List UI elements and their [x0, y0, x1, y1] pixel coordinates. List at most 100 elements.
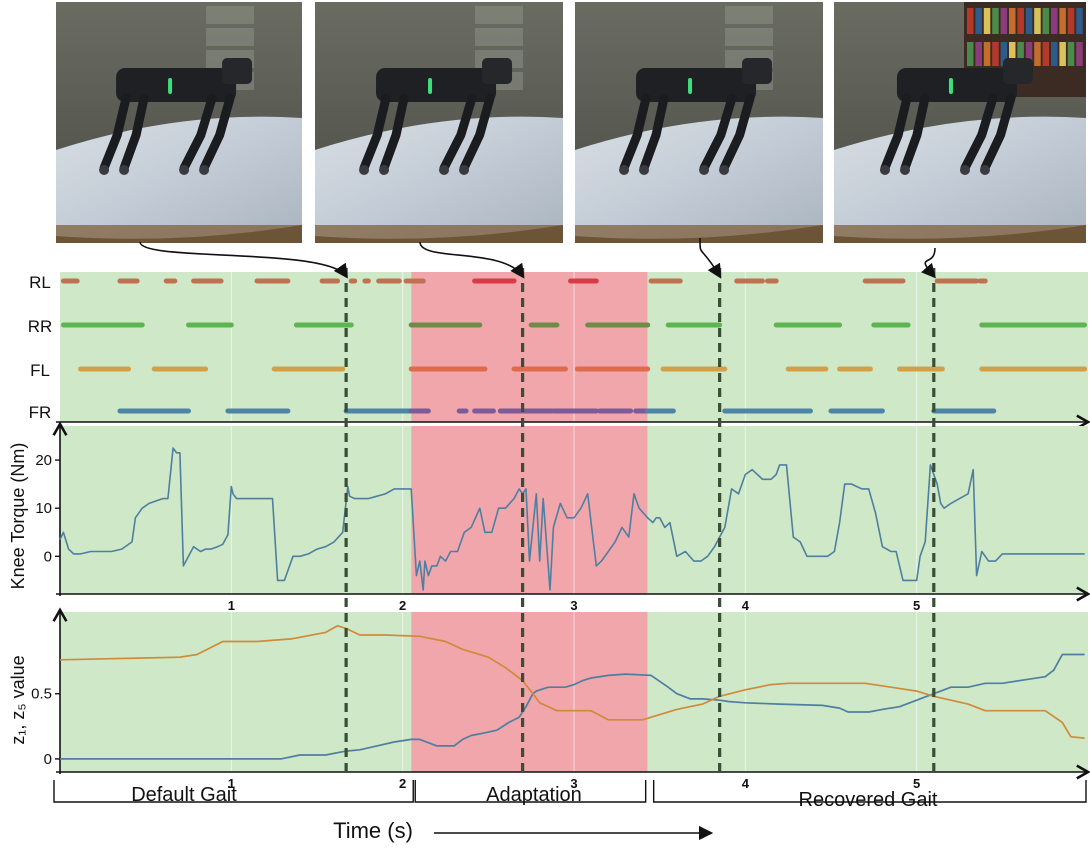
- robot-head: [742, 58, 773, 84]
- robot-foot: [879, 165, 890, 175]
- status-led: [948, 78, 953, 94]
- robot-head: [482, 58, 513, 84]
- adaptation-label: Adaptation: [486, 784, 582, 806]
- robot-leg: [719, 93, 755, 173]
- status-led: [168, 78, 173, 94]
- phase-default-region: [60, 612, 412, 772]
- book: [1034, 42, 1041, 66]
- x-tick-label: 5: [913, 776, 920, 791]
- floor: [315, 225, 563, 243]
- book: [1025, 8, 1033, 34]
- default-gait-label: Default Gait: [131, 784, 237, 806]
- robot-head: [222, 58, 253, 84]
- book: [1025, 42, 1033, 66]
- robot-foot: [199, 165, 210, 175]
- phase-recovered-region: [647, 272, 1088, 422]
- recovered-gait-label: Recovered Gait: [799, 789, 938, 811]
- leg-label-rr: RR: [28, 317, 53, 336]
- book: [1042, 8, 1050, 34]
- phase-bracket: [53, 780, 414, 803]
- time-axis-label: Time (s): [333, 818, 413, 843]
- phase-recovered-region: [647, 612, 1088, 772]
- robot-leg: [119, 93, 149, 173]
- phase-adaptation-region: [411, 272, 648, 422]
- robot-foot: [119, 165, 130, 175]
- x-tick-label: 1: [228, 598, 235, 613]
- floor: [575, 225, 823, 243]
- torque-y-tick-label: 10: [35, 500, 52, 517]
- book: [983, 8, 991, 34]
- robot-leg: [980, 93, 1016, 173]
- phase-default-region: [60, 272, 412, 422]
- robot-leg: [379, 93, 409, 173]
- book: [975, 8, 982, 34]
- robot-body: [376, 68, 497, 102]
- torque-y-tick-label: 20: [35, 452, 52, 469]
- book: [1017, 8, 1024, 34]
- z-y-axis-label: z₁, z₅ value: [8, 655, 28, 744]
- floor: [56, 225, 302, 243]
- robot-foot: [719, 165, 730, 175]
- book: [1076, 8, 1083, 34]
- robot-leg: [179, 93, 217, 173]
- wall-tile: [475, 28, 523, 46]
- torque-y-axis-label: Knee Torque (Nm): [8, 443, 28, 590]
- robot-foot: [619, 165, 630, 175]
- robot-body: [896, 68, 1017, 102]
- book: [1009, 42, 1016, 66]
- book: [1059, 42, 1066, 66]
- robot-foot: [959, 165, 970, 175]
- leg-label-rl: RL: [29, 273, 51, 292]
- phase-recovered-region: [647, 426, 1088, 594]
- robot-foot: [179, 165, 190, 175]
- robot-foot: [639, 165, 650, 175]
- x-tick-label: 3: [570, 776, 577, 791]
- x-tick-label: 4: [742, 598, 750, 613]
- wall-tile: [475, 6, 523, 24]
- photo-connector-arrow: [139, 241, 348, 279]
- z5-series-line: [59, 624, 1085, 739]
- book: [1009, 8, 1016, 34]
- photo-connector-arrow: [699, 237, 722, 279]
- robot-leg: [439, 93, 477, 173]
- wall-tile: [725, 28, 773, 46]
- photo-connector-arrow: [921, 247, 936, 279]
- photo-connector-arrow: [419, 241, 525, 279]
- book: [992, 8, 999, 34]
- z-y-tick-label: 0: [44, 751, 52, 768]
- leg-label-fr: FR: [29, 403, 52, 422]
- robot-foot: [359, 165, 370, 175]
- book: [1067, 8, 1075, 34]
- phase-bracket: [414, 780, 647, 803]
- photo-strip: [56, 2, 1086, 243]
- book: [1034, 8, 1041, 34]
- phase-default-region: [60, 426, 412, 594]
- z-y-tick-label: 0.5: [31, 686, 52, 703]
- robot-body: [116, 68, 237, 102]
- robot-foot: [899, 165, 910, 175]
- robot-leg: [99, 93, 131, 173]
- book: [1076, 42, 1083, 66]
- book: [1017, 42, 1024, 66]
- book: [975, 42, 982, 66]
- book: [1000, 8, 1008, 34]
- phase-brackets: Default Gait Adaptation Recovered Gait T…: [53, 780, 1087, 843]
- x-tick-label: 2: [399, 598, 406, 613]
- robot-photo-2: [315, 2, 563, 243]
- leg-label-fl: FL: [30, 361, 50, 380]
- robot-foot: [99, 165, 110, 175]
- robot-leg: [459, 93, 495, 173]
- x-tick-label: 1: [228, 776, 235, 791]
- book: [983, 42, 991, 66]
- book: [1059, 8, 1066, 34]
- phase-bracket: [652, 780, 1087, 803]
- x-tick-label: 3: [570, 598, 577, 613]
- status-led: [428, 78, 433, 94]
- book: [1051, 8, 1058, 34]
- x-tick-label: 5: [913, 598, 920, 613]
- torque-y-tick-label: 0: [44, 548, 52, 565]
- robot-photo-1: [56, 2, 302, 243]
- wall-tile: [206, 28, 254, 46]
- robot-foot: [439, 165, 450, 175]
